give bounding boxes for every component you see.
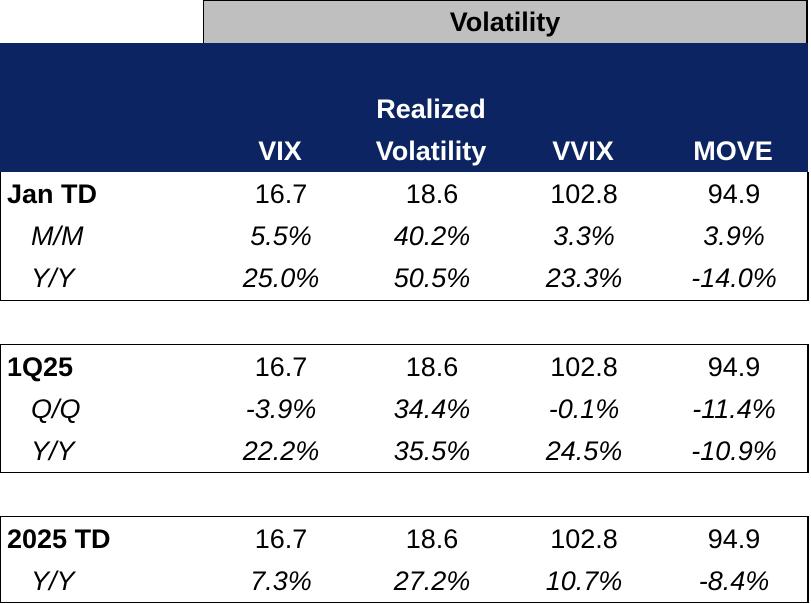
cell-vvix: 3.3% [553, 221, 615, 251]
section-1q25: 1Q25 16.7 18.6 102.8 94.9 Q/Q -3.9% 34.4… [0, 344, 809, 473]
table-row: Jan TD 16.7 18.6 102.8 94.9 [1, 173, 807, 216]
cell-realized-vol: 50.5% [393, 263, 471, 293]
cell-move: 3.9% [703, 221, 765, 251]
cell-vix: 16.7 [254, 179, 308, 209]
table-row: Y/Y 25.0% 50.5% 23.3% -14.0% [1, 257, 807, 300]
row-label: Jan TD [7, 179, 98, 209]
table-row: 2025 TD 16.7 18.6 102.8 94.9 [1, 518, 807, 561]
cell-vvix: 102.8 [550, 352, 618, 382]
table-row: 1Q25 16.7 18.6 102.8 94.9 [1, 346, 807, 389]
row-label: Y/Y [31, 263, 75, 293]
row-label: Q/Q [31, 394, 81, 424]
cell-move: 94.9 [707, 524, 761, 554]
section-jan-td: Jan TD 16.7 18.6 102.8 94.9 M/M 5.5% 40.… [0, 172, 809, 301]
cell-realized-vol: 18.6 [405, 352, 459, 382]
table-row: Q/Q -3.9% 34.4% -0.1% -11.4% [1, 388, 807, 431]
cell-realized-vol: 35.5% [393, 436, 471, 466]
column-header-band: VIX Realized Volatility VVIX MOVE [0, 43, 808, 172]
cell-vvix: 23.3% [545, 263, 623, 293]
table-title: Volatility [203, 0, 808, 43]
cell-vvix: 10.7% [545, 566, 623, 596]
cell-move: -11.4% [692, 394, 776, 424]
cell-vix: -3.9% [245, 394, 317, 424]
table-row: Y/Y 7.3% 27.2% 10.7% -8.4% [1, 560, 807, 603]
cell-move: 94.9 [707, 352, 761, 382]
cell-vix: 16.7 [254, 352, 308, 382]
cell-realized-vol: 34.4% [393, 394, 471, 424]
column-header-move: MOVE [693, 136, 773, 166]
row-label: Y/Y [31, 566, 75, 596]
section-2025-td: 2025 TD 16.7 18.6 102.8 94.9 Y/Y 7.3% 27… [0, 516, 809, 603]
column-header-vvix: VVIX [552, 136, 614, 166]
column-header-vix: VIX [258, 136, 302, 166]
cell-realized-vol: 40.2% [393, 221, 471, 251]
cell-move: -10.9% [691, 436, 777, 466]
cell-vix: 16.7 [254, 524, 308, 554]
table-row: M/M 5.5% 40.2% 3.3% 3.9% [1, 215, 807, 258]
cell-move: -14.0% [691, 263, 777, 293]
cell-vix: 25.0% [242, 263, 320, 293]
column-header-realized-vol-line1: Realized [376, 94, 486, 124]
table-row: Y/Y 22.2% 35.5% 24.5% -10.9% [1, 430, 807, 473]
cell-vvix: -0.1% [548, 394, 620, 424]
row-label: M/M [31, 221, 84, 251]
row-label: 1Q25 [7, 352, 74, 382]
row-label: Y/Y [31, 436, 75, 466]
cell-move: -8.4% [698, 566, 770, 596]
cell-realized-vol: 18.6 [405, 179, 459, 209]
cell-realized-vol: 27.2% [393, 566, 471, 596]
row-label: 2025 TD [7, 524, 111, 554]
column-header-realized-vol-line2: Volatility [375, 136, 487, 166]
cell-move: 94.9 [707, 179, 761, 209]
cell-vix: 22.2% [242, 436, 320, 466]
cell-vvix: 102.8 [550, 179, 618, 209]
cell-realized-vol: 18.6 [405, 524, 459, 554]
cell-vix: 7.3% [250, 566, 312, 596]
cell-vvix: 102.8 [550, 524, 618, 554]
cell-vvix: 24.5% [545, 436, 623, 466]
cell-vix: 5.5% [250, 221, 312, 251]
